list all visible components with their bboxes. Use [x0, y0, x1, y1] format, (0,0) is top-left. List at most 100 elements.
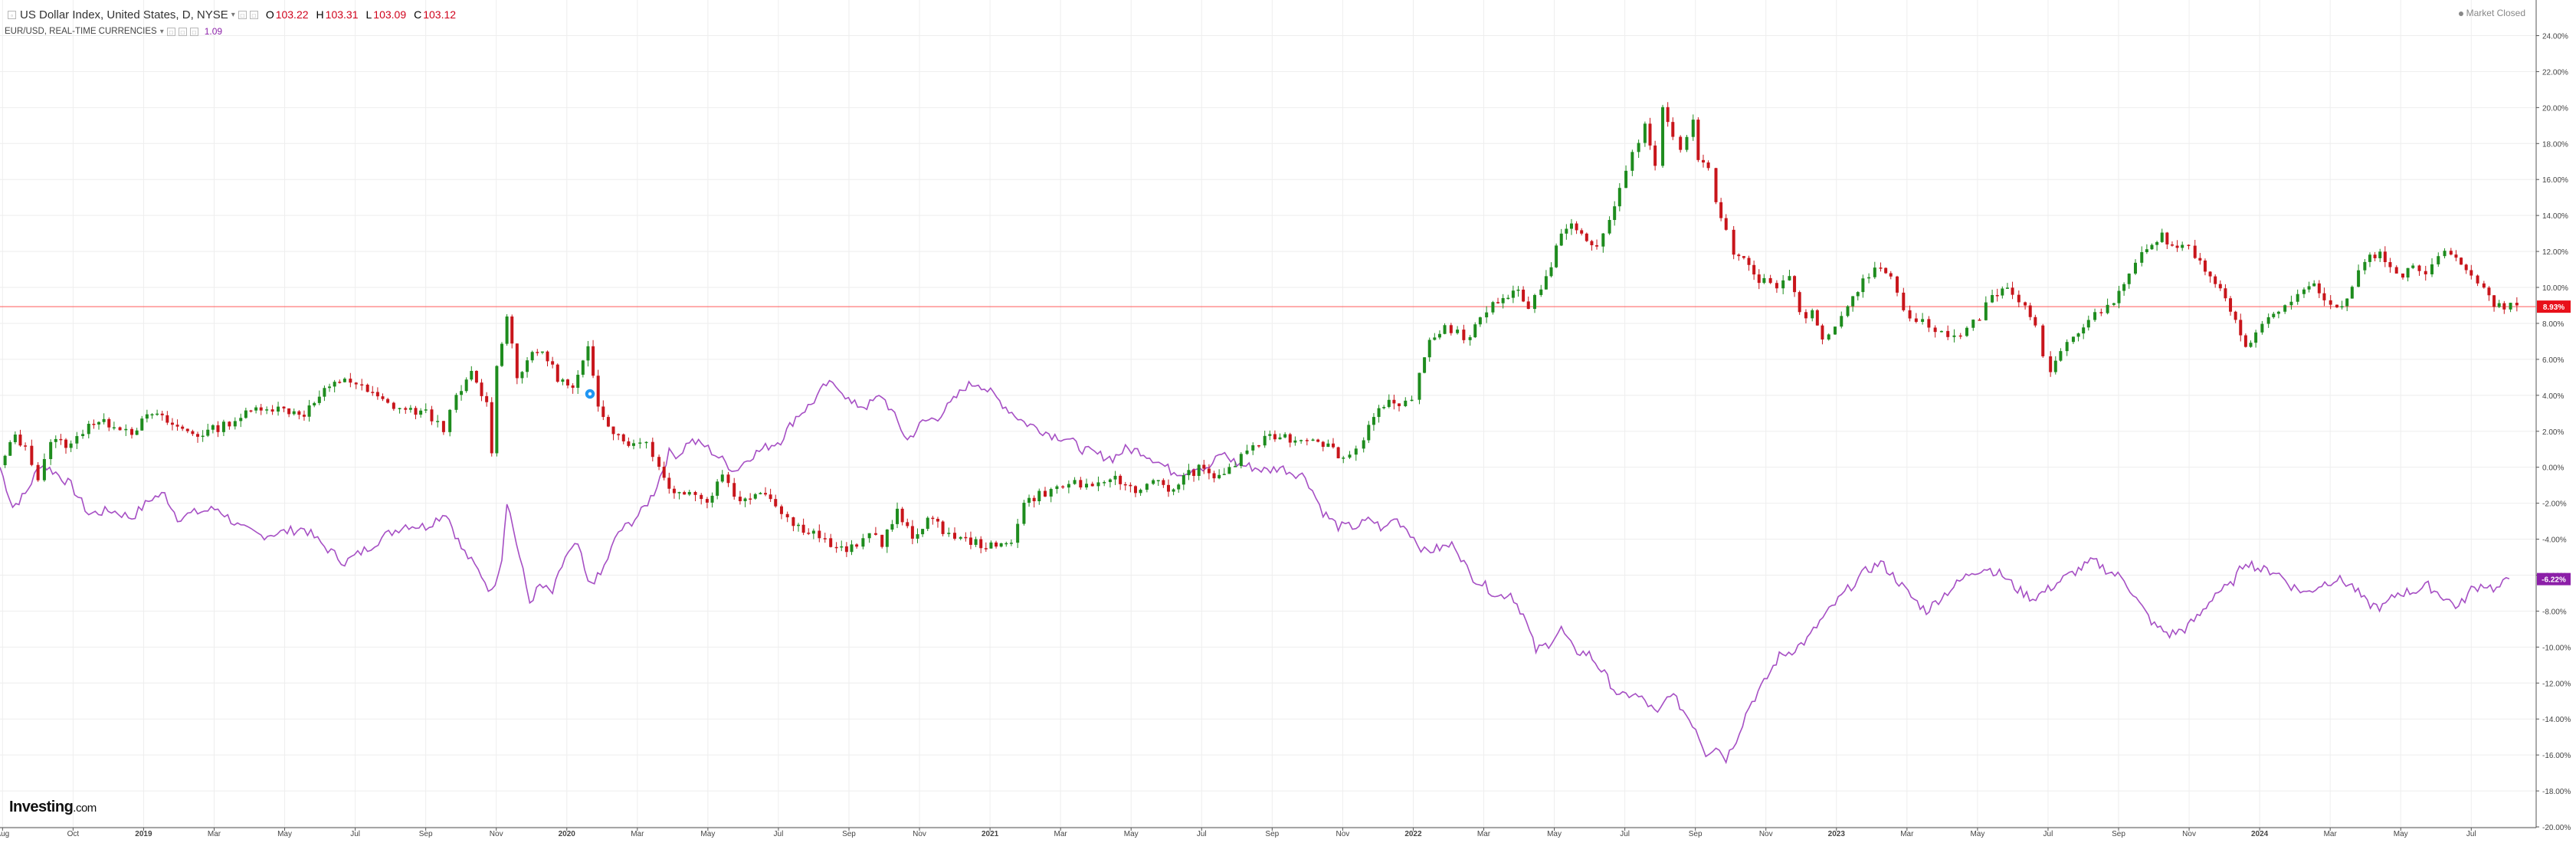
candle: [1580, 228, 1584, 236]
candle: [1032, 495, 1036, 508]
candle-body: [941, 521, 945, 534]
candle-body: [1821, 325, 1824, 339]
candle-body: [2266, 317, 2270, 324]
primary-symbol-title[interactable]: US Dollar Index, United States, D, NYSE: [20, 8, 228, 21]
candle-body: [13, 435, 17, 442]
candle: [974, 536, 978, 547]
candle: [1278, 433, 1282, 440]
candle-body: [69, 443, 73, 448]
close-icon[interactable]: □: [189, 27, 198, 36]
candle: [1263, 430, 1267, 448]
candle: [1227, 463, 1231, 474]
candle: [1251, 442, 1255, 455]
candle-body: [2028, 305, 2032, 317]
candle: [2243, 333, 2247, 348]
candle: [1884, 267, 1888, 274]
candle-body: [42, 459, 46, 481]
candle: [2424, 265, 2427, 281]
candle-body: [1234, 466, 1237, 467]
candle-body: [1714, 168, 1718, 202]
candle-body: [931, 517, 935, 520]
candle-body: [947, 533, 951, 534]
candle: [2011, 281, 2014, 300]
candle: [726, 471, 730, 487]
candle-body: [1288, 434, 1292, 443]
candle-body: [2254, 332, 2258, 343]
candle-body: [720, 474, 724, 482]
candle-body: [1921, 319, 1925, 322]
candle: [1768, 274, 1772, 284]
visibility-icon[interactable]: □: [166, 27, 175, 36]
candle: [97, 421, 101, 430]
chevron-down-icon[interactable]: ▾: [159, 27, 164, 36]
candle: [249, 409, 253, 413]
candle: [500, 342, 503, 368]
candle-body: [657, 457, 661, 467]
candle: [36, 462, 40, 482]
visibility-icon[interactable]: ▫: [8, 10, 16, 19]
candle: [2509, 302, 2512, 313]
candle: [2312, 280, 2316, 287]
candle-body: [627, 441, 631, 446]
candle: [1055, 484, 1059, 494]
candle: [1685, 135, 1689, 153]
candle-body: [124, 428, 128, 431]
candle: [59, 434, 63, 445]
candle: [54, 435, 57, 448]
candle-body: [916, 534, 919, 539]
candle: [1608, 216, 1611, 235]
settings-icon[interactable]: □: [238, 10, 247, 19]
candle-body: [2411, 265, 2415, 268]
candle: [1798, 290, 1801, 315]
candle: [916, 528, 919, 543]
candle-body: [1129, 484, 1132, 487]
candle-body: [2383, 251, 2387, 263]
close-icon[interactable]: □: [249, 10, 258, 19]
candle-body: [1691, 120, 1695, 137]
candle-body: [1585, 233, 1588, 241]
candle-body: [1752, 264, 1756, 275]
candle: [2198, 253, 2202, 265]
candle: [1724, 214, 1728, 231]
candle-body: [964, 536, 968, 539]
candle-body: [2198, 257, 2202, 261]
x-tick-label: Sep: [419, 830, 433, 838]
chart-legend: ▫ US Dollar Index, United States, D, NYS…: [5, 6, 456, 40]
candle-body: [1177, 484, 1181, 490]
candle: [102, 413, 106, 425]
candle-body: [651, 441, 654, 458]
candle-body: [500, 343, 503, 366]
candle-body: [64, 439, 68, 448]
candle: [2492, 294, 2496, 312]
secondary-symbol-title[interactable]: EUR/USD, REAL-TIME CURRENCIES: [5, 27, 157, 36]
candle-body: [672, 488, 676, 494]
candle-body: [1192, 470, 1196, 476]
candle: [470, 366, 474, 382]
candle: [627, 437, 631, 448]
candle: [2024, 301, 2027, 310]
candle-body: [1762, 277, 1766, 284]
candle: [592, 339, 595, 379]
candle-body: [1055, 486, 1059, 490]
candle-body: [302, 415, 306, 417]
settings-icon[interactable]: □: [178, 27, 187, 36]
candle-body: [726, 474, 730, 484]
candle: [1565, 224, 1568, 240]
chevron-down-icon[interactable]: ▾: [231, 10, 235, 19]
candle: [328, 383, 332, 392]
y-tick-label: 20.00%: [2542, 104, 2568, 113]
candle: [1005, 541, 1008, 547]
x-tick-label: 2023: [1828, 830, 1846, 838]
candle-body: [92, 424, 96, 425]
candle: [2155, 241, 2159, 251]
candle-body: [1724, 218, 1728, 230]
candle-body: [1218, 474, 1221, 479]
candle-body: [211, 425, 215, 430]
candle-body: [2322, 293, 2326, 300]
candle: [2368, 252, 2371, 267]
candle: [785, 511, 789, 523]
candle-body: [239, 418, 243, 422]
candle-body: [297, 411, 301, 415]
market-status: Market Closed: [2458, 8, 2525, 18]
